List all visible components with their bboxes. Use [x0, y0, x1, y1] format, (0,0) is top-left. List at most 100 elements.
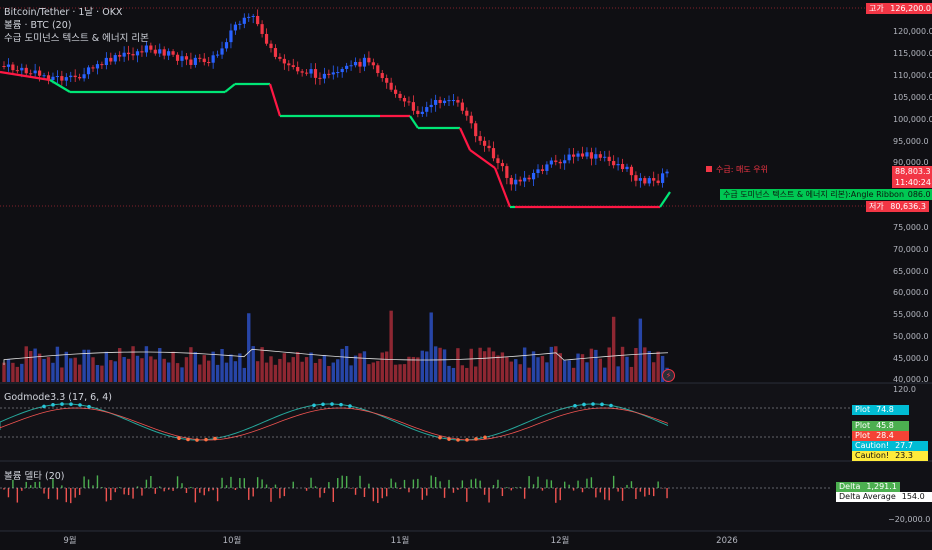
- delta-bar: [265, 484, 268, 488]
- oscillator-label-value: 23.3: [892, 451, 929, 461]
- volume-bar: [318, 358, 322, 382]
- candle-body: [322, 73, 326, 79]
- candle-body: [318, 77, 322, 79]
- delta-bar: [466, 488, 468, 502]
- volume-bar: [327, 366, 331, 382]
- candle-body: [420, 111, 424, 114]
- delta-bar: [564, 481, 566, 488]
- candle-body: [38, 70, 42, 76]
- delta-bar: [359, 475, 361, 488]
- energy-ribbon: [224, 83, 236, 93]
- oscillator-label-value: 45.8: [873, 421, 910, 431]
- delta-bar: [648, 488, 650, 495]
- candle-body: [572, 154, 576, 157]
- oscillator-dot: [609, 403, 613, 408]
- time-tick: 11월: [390, 536, 410, 546]
- delta-bar: [114, 488, 116, 493]
- delta-bar: [83, 476, 85, 488]
- oscillator-dot: [87, 404, 91, 409]
- delta-bar: [617, 488, 619, 492]
- volume-bar: [198, 364, 202, 382]
- candle-body: [594, 154, 598, 159]
- candle-body: [456, 100, 460, 103]
- volume-bar: [247, 313, 251, 382]
- square-icon: [706, 166, 712, 172]
- candle-body: [20, 67, 24, 71]
- delta-bar: [30, 485, 32, 488]
- candle-body: [656, 180, 660, 183]
- volume-bar: [625, 356, 629, 382]
- candle-body: [429, 104, 433, 108]
- delta-bar: [132, 488, 134, 499]
- oscillator-dot: [600, 402, 604, 407]
- volume-delta-title[interactable]: 볼륨 델타 (20): [4, 471, 65, 482]
- delta-bar: [194, 488, 197, 503]
- delta-bar: [185, 488, 188, 493]
- delta-bar: [510, 488, 512, 491]
- volume-bar: [580, 354, 585, 382]
- candle-body: [527, 177, 531, 180]
- candle-body: [589, 152, 593, 159]
- price-tick: 70,000.0: [893, 245, 929, 254]
- volume-bar: [447, 365, 451, 382]
- delta-bar: [568, 484, 570, 488]
- low-value: 80,636.3: [890, 202, 926, 211]
- symbol-title[interactable]: Bitcoin/Tether · 1날 · OKX: [4, 7, 123, 18]
- volume-indicator-title[interactable]: 볼륨 · BTC (20): [4, 20, 72, 31]
- oscillator-title[interactable]: Godmode3.3 (17, 6, 4): [4, 392, 112, 403]
- delta-bar: [443, 488, 446, 498]
- candle-body: [153, 49, 157, 54]
- delta-bar: [279, 488, 281, 499]
- candle-body: [331, 72, 335, 75]
- delta-bar: [123, 488, 125, 495]
- oscillator-dot: [42, 404, 46, 409]
- volume-bar: [269, 356, 273, 382]
- candle-body: [64, 77, 68, 81]
- candle-body: [385, 78, 389, 83]
- candle-body: [442, 100, 447, 104]
- candle-body: [509, 177, 513, 185]
- volume-bar: [2, 362, 6, 382]
- volume-bar: [629, 366, 634, 382]
- volume-bar: [171, 351, 175, 382]
- candle-body: [305, 72, 309, 74]
- last-price-tag: 88,803.3 11:40:24: [892, 166, 932, 188]
- price-tick: 75,000.0: [893, 223, 929, 232]
- volume-bar: [37, 353, 42, 382]
- volume-bar: [420, 350, 424, 382]
- candle-body: [211, 55, 215, 63]
- volume-bar: [389, 310, 393, 382]
- delta-bar: [506, 487, 508, 488]
- candle-body: [309, 69, 313, 74]
- delta-bar: [399, 488, 401, 490]
- ribbon-indicator-title[interactable]: 수급 도미넌스 텍스트 & 에너지 리본: [4, 33, 149, 44]
- delta-bar: [479, 480, 481, 488]
- candle-body: [104, 57, 108, 66]
- delta-bar: [341, 475, 343, 488]
- volume-bar: [634, 348, 638, 382]
- candle-body: [60, 76, 64, 81]
- candle-body: [42, 75, 46, 77]
- volume-bar: [215, 364, 220, 382]
- candle-body: [162, 49, 166, 56]
- volume-bar: [193, 352, 198, 382]
- delta-bar: [394, 482, 397, 488]
- volume-bar: [158, 348, 162, 382]
- volume-bar: [287, 362, 291, 382]
- candle-body: [358, 61, 362, 67]
- delta-bar: [176, 476, 179, 488]
- delta-bar: [70, 488, 72, 504]
- delta-bar: [261, 479, 263, 488]
- candle-body: [278, 56, 282, 59]
- volume-bar: [536, 357, 540, 382]
- oscillator-label-value: 74.8: [873, 405, 910, 415]
- lightning-icon[interactable]: ⚡: [662, 369, 675, 382]
- volume-bar: [411, 356, 416, 382]
- price-tick: 100,000.0: [893, 115, 932, 124]
- volume-bar: [652, 362, 656, 382]
- delta-bar: [92, 485, 94, 488]
- candle-body: [29, 73, 33, 75]
- candle-body: [447, 100, 451, 102]
- delta-bar: [34, 482, 36, 488]
